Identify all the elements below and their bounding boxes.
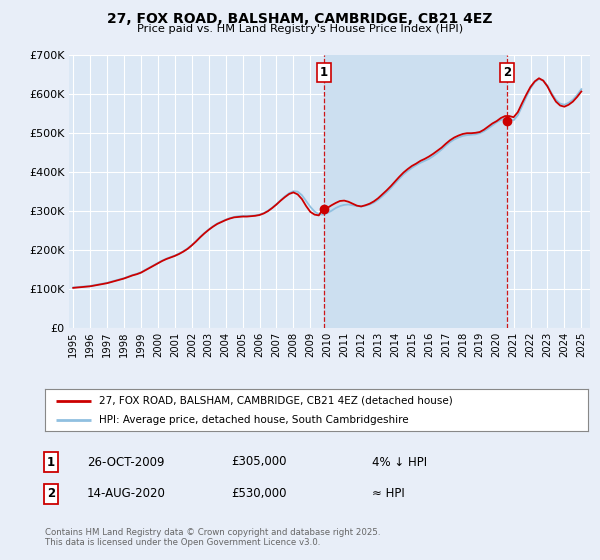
Text: 27, FOX ROAD, BALSHAM, CAMBRIDGE, CB21 4EZ (detached house): 27, FOX ROAD, BALSHAM, CAMBRIDGE, CB21 4…: [100, 395, 453, 405]
Text: 1: 1: [47, 455, 55, 469]
Text: Price paid vs. HM Land Registry's House Price Index (HPI): Price paid vs. HM Land Registry's House …: [137, 24, 463, 34]
Text: HPI: Average price, detached house, South Cambridgeshire: HPI: Average price, detached house, Sout…: [100, 415, 409, 425]
Text: 1: 1: [320, 66, 328, 79]
Text: 14-AUG-2020: 14-AUG-2020: [87, 487, 166, 501]
Text: £305,000: £305,000: [231, 455, 287, 469]
Text: Contains HM Land Registry data © Crown copyright and database right 2025.
This d: Contains HM Land Registry data © Crown c…: [45, 528, 380, 547]
Text: 27, FOX ROAD, BALSHAM, CAMBRIDGE, CB21 4EZ: 27, FOX ROAD, BALSHAM, CAMBRIDGE, CB21 4…: [107, 12, 493, 26]
Text: 4% ↓ HPI: 4% ↓ HPI: [372, 455, 427, 469]
Text: 26-OCT-2009: 26-OCT-2009: [87, 455, 164, 469]
Text: 2: 2: [503, 66, 511, 79]
Bar: [324, 55, 507, 328]
Text: £530,000: £530,000: [231, 487, 287, 501]
Text: 2: 2: [47, 487, 55, 501]
Text: ≈ HPI: ≈ HPI: [372, 487, 405, 501]
